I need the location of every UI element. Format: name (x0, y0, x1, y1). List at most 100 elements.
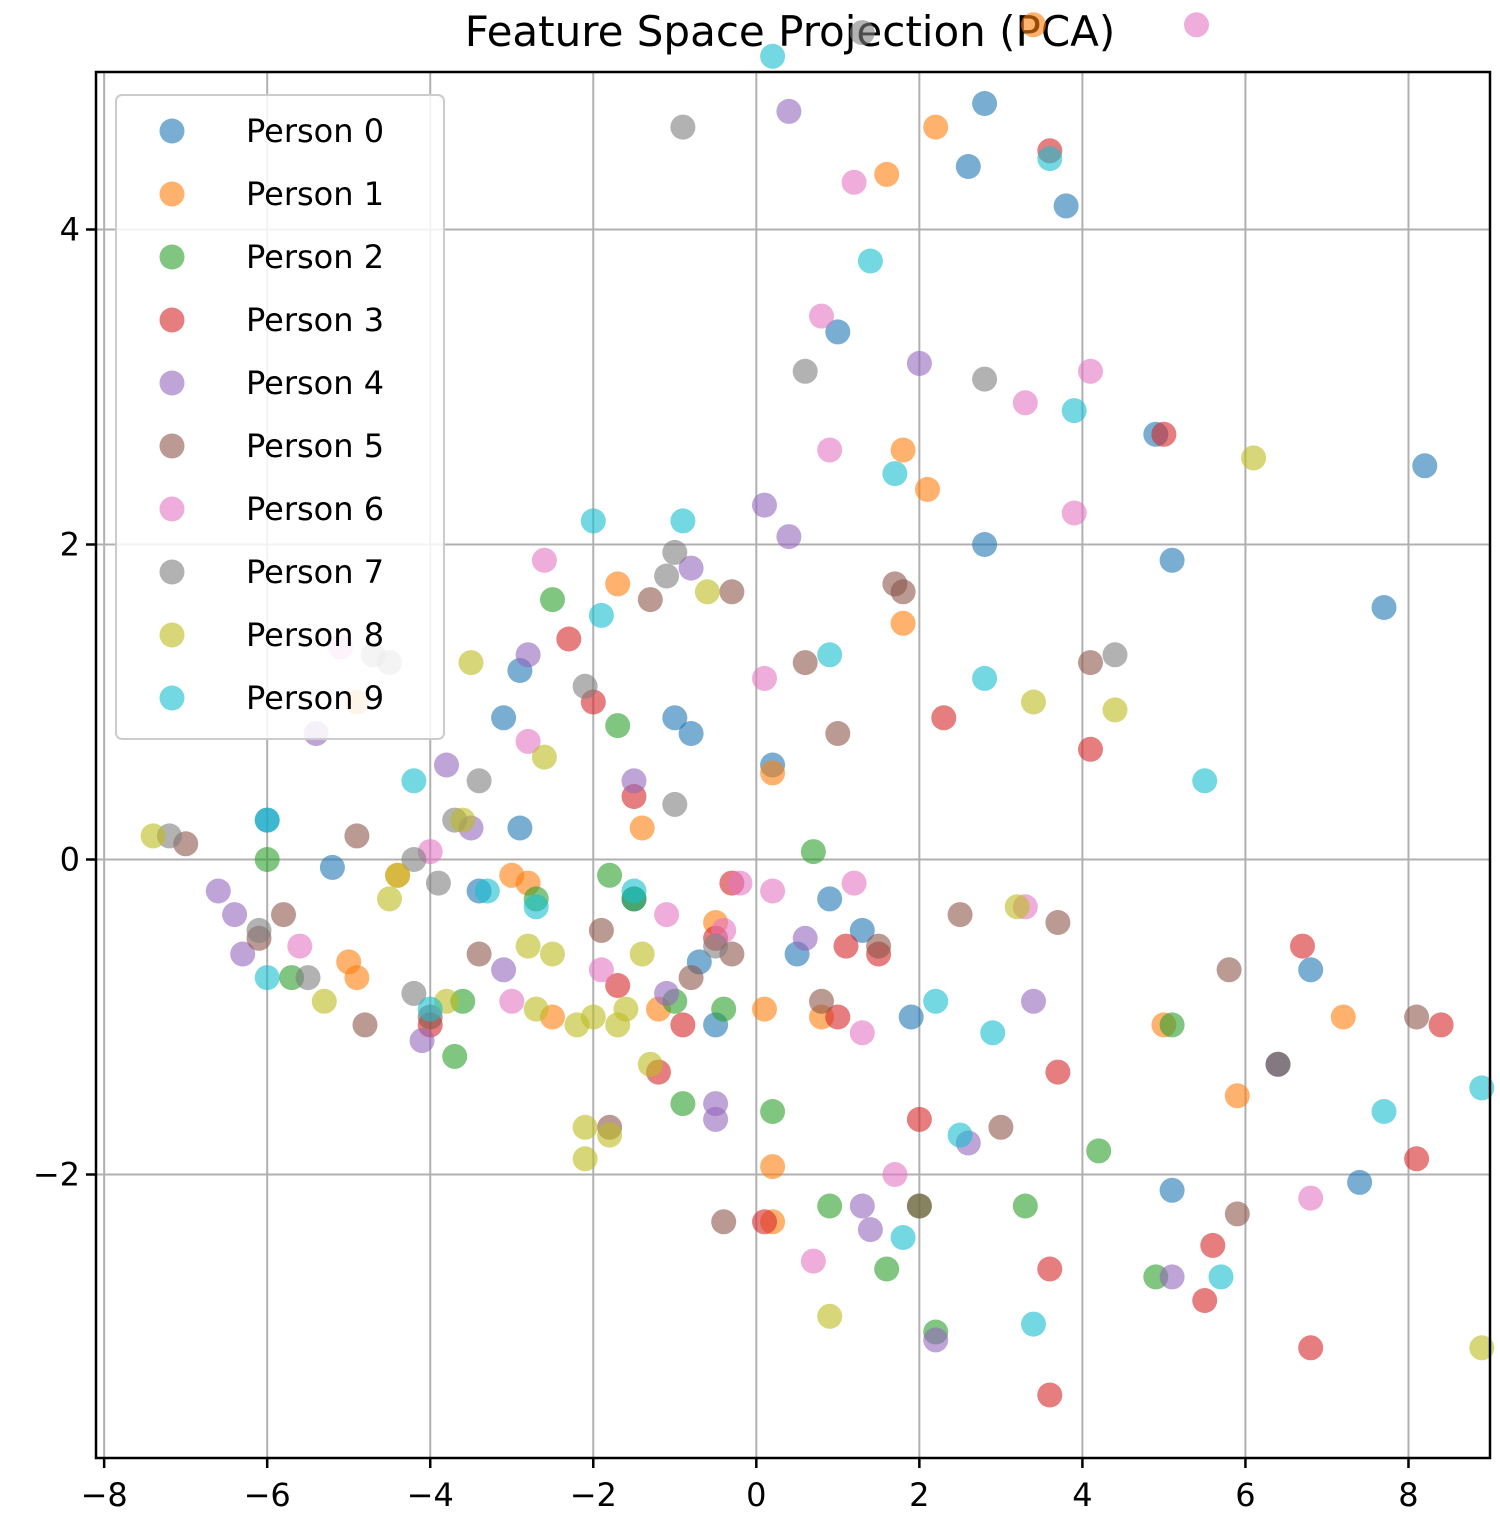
data-point (841, 870, 867, 896)
data-point (1045, 910, 1071, 935)
data-point (254, 807, 280, 833)
legend-label: Person 8 (246, 616, 384, 654)
data-point (605, 713, 631, 739)
data-point (1012, 1193, 1038, 1219)
data-point (540, 587, 565, 613)
data-point (809, 988, 834, 1014)
data-point (857, 1217, 883, 1243)
data-point (654, 980, 680, 1006)
legend-marker (159, 244, 185, 270)
legend-label: Person 5 (246, 427, 384, 465)
data-point (1469, 1335, 1495, 1361)
data-point (890, 610, 916, 636)
data-point (760, 878, 786, 904)
data-point (841, 169, 867, 195)
legend-marker (159, 559, 185, 585)
data-point (906, 1193, 932, 1219)
data-point (442, 1043, 468, 1069)
legend-label: Person 3 (246, 301, 384, 339)
data-point (1159, 1177, 1185, 1203)
data-point (825, 721, 851, 746)
data-point (1224, 1201, 1250, 1227)
data-point (588, 602, 614, 628)
data-point (287, 933, 313, 959)
data-point (898, 1004, 924, 1030)
data-point (588, 957, 614, 983)
data-point (670, 1012, 696, 1038)
legend-marker (159, 118, 185, 144)
data-point (849, 917, 875, 943)
data-point (1159, 1264, 1185, 1290)
data-point (637, 1051, 663, 1077)
data-point (882, 461, 908, 487)
x-tick-label: −6 (244, 1476, 291, 1514)
data-point (703, 933, 729, 959)
data-point (409, 1028, 435, 1054)
data-point (980, 1020, 1006, 1046)
data-point (1159, 547, 1185, 573)
data-point (654, 902, 680, 928)
data-point (417, 996, 443, 1022)
legend: Person 0 Person 1 Person 2 Person 3 Person 4… (115, 94, 445, 740)
data-point (1412, 453, 1438, 479)
data-point (344, 823, 370, 849)
data-point (760, 43, 786, 69)
data-point (1021, 689, 1046, 715)
data-point (401, 768, 427, 794)
data-point (1102, 642, 1128, 668)
data-point (515, 933, 541, 959)
data-point (752, 665, 777, 691)
data-point (1037, 146, 1063, 172)
data-point (1021, 12, 1046, 38)
data-point (1371, 1099, 1397, 1124)
data-point (1192, 1288, 1218, 1313)
data-point (670, 114, 696, 140)
data-point (760, 760, 786, 786)
data-point (890, 1225, 916, 1250)
data-point (1290, 933, 1315, 959)
data-point (1012, 390, 1038, 416)
data-point (1037, 1256, 1063, 1282)
data-point (1078, 650, 1103, 676)
data-point (1208, 1264, 1234, 1290)
data-point (377, 886, 402, 912)
data-point (572, 673, 598, 699)
data-point (1021, 1311, 1046, 1337)
data-point (988, 1114, 1014, 1140)
data-point (752, 996, 777, 1022)
data-point (222, 902, 248, 928)
data-point (523, 996, 549, 1022)
data-point (1404, 1004, 1430, 1030)
x-tick-label: −4 (407, 1476, 454, 1514)
data-point (800, 839, 826, 865)
legend-marker (159, 685, 185, 711)
legend-box (115, 94, 445, 740)
legend-label: Person 7 (246, 553, 384, 591)
data-point (271, 902, 296, 928)
legend-label: Person 0 (246, 112, 384, 150)
data-point (817, 886, 843, 912)
data-point (1151, 421, 1177, 447)
data-point (923, 1327, 949, 1353)
data-point (1004, 894, 1030, 920)
data-point (849, 1020, 875, 1046)
data-point (572, 1114, 598, 1140)
data-point (972, 665, 998, 691)
legend-label: Person 4 (246, 364, 384, 402)
data-point (466, 768, 492, 794)
data-point (972, 366, 998, 392)
data-point (580, 508, 606, 534)
legend-marker (159, 496, 185, 522)
data-point (458, 650, 484, 676)
data-point (817, 1303, 843, 1329)
data-point (752, 492, 777, 518)
data-point (1428, 1012, 1454, 1038)
data-point (572, 1146, 598, 1172)
data-point (923, 114, 949, 140)
data-point (906, 1106, 932, 1132)
data-point (1371, 595, 1397, 620)
data-point (515, 728, 541, 754)
data-point (319, 854, 345, 880)
data-point (1265, 1051, 1291, 1077)
